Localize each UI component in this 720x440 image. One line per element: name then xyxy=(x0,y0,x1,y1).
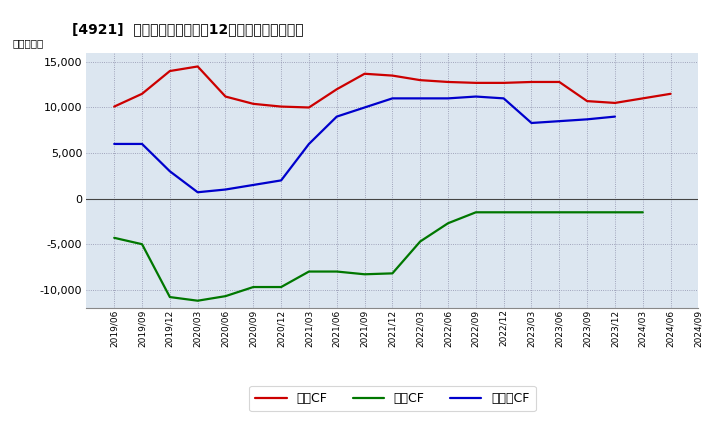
フリーCF xyxy=(582,117,591,122)
投資CF xyxy=(305,269,313,274)
投資CF xyxy=(138,242,146,247)
営業CF xyxy=(249,101,258,106)
投資CF xyxy=(388,271,397,276)
投資CF xyxy=(221,293,230,299)
フリーCF xyxy=(166,169,174,174)
営業CF xyxy=(138,91,146,96)
投資CF xyxy=(360,271,369,277)
フリーCF xyxy=(249,182,258,187)
フリーCF xyxy=(360,105,369,110)
営業CF xyxy=(194,64,202,69)
Line: 営業CF: 営業CF xyxy=(114,66,670,107)
フリーCF xyxy=(110,141,119,147)
営業CF xyxy=(388,73,397,78)
フリーCF xyxy=(194,190,202,195)
Y-axis label: （百万円）: （百万円） xyxy=(13,38,44,48)
営業CF xyxy=(472,80,480,85)
営業CF xyxy=(639,96,647,101)
営業CF xyxy=(166,68,174,73)
営業CF xyxy=(611,100,619,106)
投資CF xyxy=(444,220,452,226)
営業CF xyxy=(276,104,285,109)
フリーCF xyxy=(333,114,341,119)
営業CF xyxy=(444,79,452,84)
投資CF xyxy=(194,298,202,303)
投資CF xyxy=(500,210,508,215)
営業CF xyxy=(666,91,675,96)
投資CF xyxy=(166,294,174,300)
フリーCF xyxy=(138,141,146,147)
フリーCF xyxy=(305,141,313,147)
フリーCF xyxy=(276,178,285,183)
Text: [4921]  キャッシュフローの12か月移動合計の推移: [4921] キャッシュフローの12か月移動合計の推移 xyxy=(72,22,304,36)
フリーCF xyxy=(527,120,536,126)
営業CF xyxy=(416,77,425,83)
営業CF xyxy=(582,99,591,104)
営業CF xyxy=(333,87,341,92)
投資CF xyxy=(110,235,119,240)
営業CF xyxy=(555,79,564,84)
Line: 投資CF: 投資CF xyxy=(114,213,643,301)
フリーCF xyxy=(500,96,508,101)
営業CF xyxy=(305,105,313,110)
Legend: 営業CF, 投資CF, フリーCF: 営業CF, 投資CF, フリーCF xyxy=(249,386,536,411)
営業CF xyxy=(110,104,119,109)
投資CF xyxy=(555,210,564,215)
投資CF xyxy=(276,284,285,290)
投資CF xyxy=(472,210,480,215)
フリーCF xyxy=(388,96,397,101)
投資CF xyxy=(527,210,536,215)
投資CF xyxy=(249,284,258,290)
Line: フリーCF: フリーCF xyxy=(114,96,615,192)
営業CF xyxy=(500,80,508,85)
フリーCF xyxy=(472,94,480,99)
フリーCF xyxy=(221,187,230,192)
投資CF xyxy=(639,210,647,215)
投資CF xyxy=(416,239,425,244)
フリーCF xyxy=(611,114,619,119)
フリーCF xyxy=(555,118,564,124)
営業CF xyxy=(221,94,230,99)
フリーCF xyxy=(444,96,452,101)
営業CF xyxy=(360,71,369,77)
営業CF xyxy=(527,79,536,84)
フリーCF xyxy=(416,96,425,101)
投資CF xyxy=(333,269,341,274)
投資CF xyxy=(611,210,619,215)
投資CF xyxy=(582,210,591,215)
